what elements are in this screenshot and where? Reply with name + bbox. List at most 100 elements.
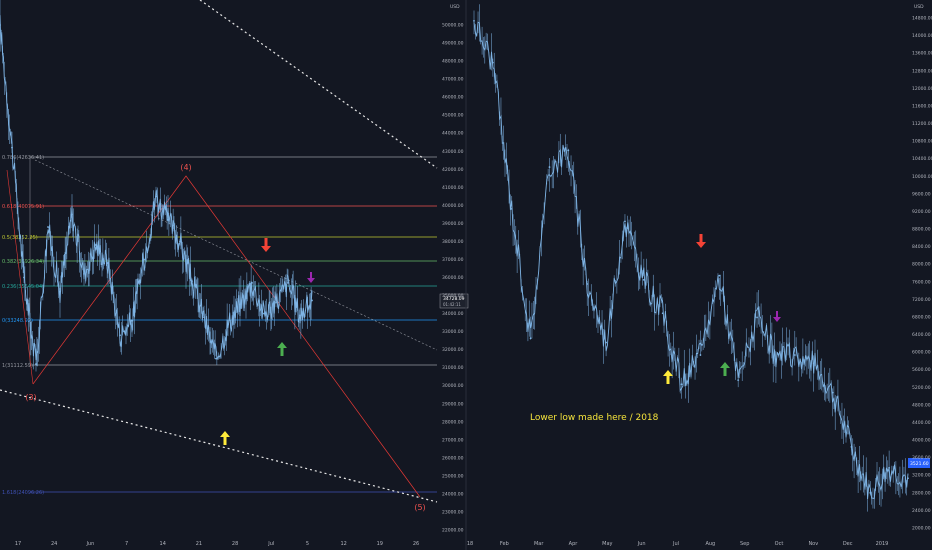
left-y-tick: 41000.00	[442, 185, 464, 191]
left-data-point	[35, 363, 37, 365]
wave-label-5: (5)	[414, 503, 425, 512]
left-data-point	[155, 195, 157, 198]
left-x-tick: 17	[15, 541, 21, 547]
right-y-tick: 9200.00	[912, 209, 931, 215]
lower-low-annotation[interactable]: Lower low made here / 2018	[530, 413, 659, 423]
right-y-tick: 4400.00	[912, 420, 931, 426]
left-chart-panel[interactable]: 0.786(42636.41) 0.618(40075.91) 0.5(3825…	[0, 0, 469, 547]
right-data-point	[548, 166, 551, 168]
right-data-point	[567, 149, 570, 152]
left-y-tick: 32000.00	[442, 347, 464, 353]
left-price-line	[0, 15, 313, 361]
fib-label-0236: 0.236(35545.04)	[2, 284, 44, 290]
left-x-tick: 7	[125, 541, 128, 547]
left-x-tick: 5	[306, 541, 309, 547]
upper-channel-line[interactable]	[199, 0, 438, 169]
right-y-tick: 6800.00	[912, 314, 931, 320]
right-data-point	[661, 312, 664, 315]
purple-arrow-left	[307, 272, 315, 283]
right-data-point	[510, 207, 513, 210]
left-x-tick: 28	[232, 541, 238, 547]
left-x-axis[interactable]: 17 24 Jun 7 14 21 28 Jul 5 12 19 26	[15, 541, 419, 547]
right-data-point	[831, 391, 834, 394]
wave-label-4: (4)	[180, 163, 191, 172]
right-y-tick: 2400.00	[912, 508, 931, 514]
left-data-point	[59, 291, 61, 293]
right-data-point	[850, 446, 853, 448]
left-data-point	[179, 240, 181, 243]
right-x-tick: Jun	[637, 541, 646, 547]
right-x-tick: Sep	[740, 541, 749, 547]
right-y-tick: 4000.00	[912, 438, 931, 444]
right-data-point	[624, 220, 626, 223]
left-y-tick: 28000.00	[442, 419, 464, 425]
left-x-tick: 14	[160, 541, 166, 547]
left-x-tick: 19	[377, 541, 383, 547]
fib-label-1: 1(31112.59)	[2, 363, 33, 369]
left-data-point	[11, 146, 13, 149]
right-x-tick: Mar	[534, 541, 544, 547]
left-y-tick: 27000.00	[442, 437, 464, 443]
left-data-point	[131, 319, 133, 322]
left-y-tick: 26000.00	[442, 455, 464, 461]
right-data-point	[737, 379, 740, 381]
right-data-point	[869, 491, 872, 494]
left-y-tick: 49000.00	[442, 41, 464, 47]
right-x-tick: 18	[467, 541, 473, 547]
left-x-tick: Jun	[85, 541, 94, 547]
left-y-tick: 39000.00	[442, 221, 464, 227]
left-data-point	[47, 226, 49, 228]
left-y-tick: 35000.00	[442, 293, 464, 299]
left-y-tick: 43000.00	[442, 149, 464, 155]
left-data-point	[143, 258, 145, 261]
left-data-point	[23, 276, 25, 279]
left-data-point	[251, 282, 253, 284]
left-data-point	[107, 262, 109, 264]
left-data-point	[191, 280, 193, 283]
right-y-tick: 2800.00	[912, 490, 931, 496]
right-chart-panel[interactable]: Lower low made here / 2018 3521.60 USD 1…	[467, 4, 932, 547]
left-y-tick: 34000.00	[442, 311, 464, 317]
right-y-tick: 3600.00	[912, 455, 931, 461]
red-arrow-left	[261, 238, 271, 252]
left-data-point	[239, 303, 241, 306]
right-data-point	[756, 316, 758, 319]
right-y-tick: 7600.00	[912, 279, 931, 285]
right-data-point	[812, 362, 815, 365]
right-data-point	[586, 283, 589, 285]
right-x-tick: Apr	[569, 541, 579, 547]
left-x-tick: 24	[51, 541, 57, 547]
left-y-tick: 46000.00	[442, 95, 464, 101]
right-y-tick: 5600.00	[912, 367, 931, 373]
right-y-tick: 8800.00	[912, 227, 931, 233]
right-current-price-box	[908, 458, 930, 468]
right-data-point	[699, 354, 702, 356]
fib-label-0618: 0.618(40075.91)	[2, 204, 44, 210]
lower-channel-line[interactable]	[0, 389, 438, 503]
right-axis-header: USD	[914, 4, 924, 10]
elliott-wave-lines[interactable]	[32, 175, 421, 498]
left-x-tick: Jul	[267, 541, 274, 547]
right-y-tick: 10800.00	[912, 139, 932, 145]
right-y-axis[interactable]: 14800.00 14000.00 13600.00 12800.00 12000.00…	[912, 16, 932, 532]
left-x-tick: 12	[340, 541, 346, 547]
right-y-tick: 12000.00	[912, 86, 932, 92]
left-y-tick: 42000.00	[442, 167, 464, 173]
current-price-time: 01:42:11	[443, 302, 461, 307]
right-y-tick: 14000.00	[912, 33, 932, 39]
right-x-axis[interactable]: 18 Feb Mar Apr May Jun Jul Aug Sep Oct Nov Dec 2019	[467, 541, 889, 547]
right-y-tick: 6000.00	[912, 350, 931, 356]
right-data-point	[642, 278, 645, 281]
left-data-point	[119, 334, 121, 337]
right-data-point	[793, 354, 796, 356]
fib-label-0786: 0.786(42636.41)	[2, 155, 44, 161]
left-data-point	[263, 312, 265, 315]
right-y-tick: 6400.00	[912, 332, 931, 338]
left-y-axis[interactable]: 50000.00 49000.00 48000.00 47000.00 46000.00…	[442, 23, 464, 534]
right-data-point	[491, 61, 494, 64]
right-x-tick: Nov	[808, 541, 818, 547]
left-data-point	[215, 357, 217, 360]
right-x-tick: Jul	[672, 541, 679, 547]
right-y-tick: 3200.00	[912, 473, 931, 479]
